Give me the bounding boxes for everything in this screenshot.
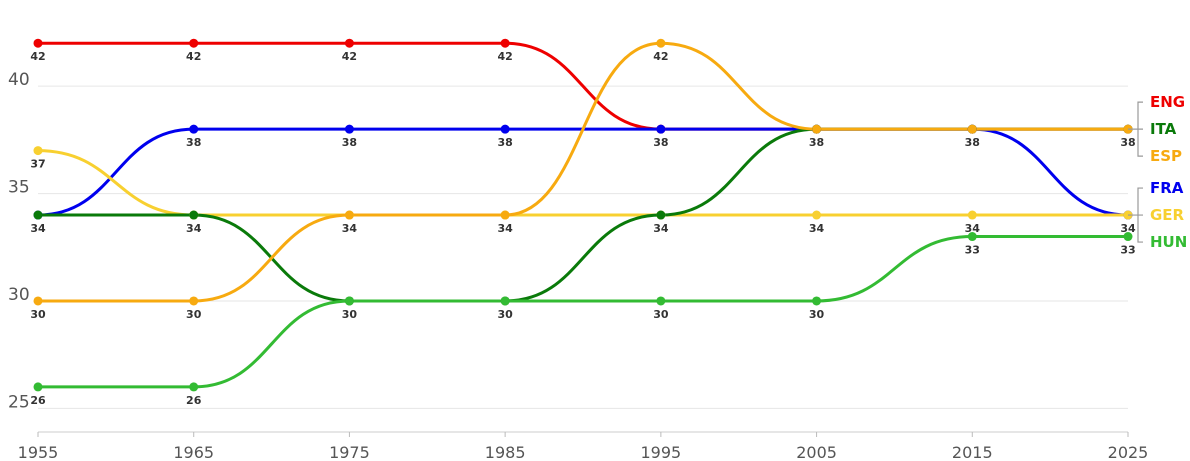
data-label-fra-1995: 38	[653, 136, 668, 149]
data-label-ita-1955: 34	[30, 222, 46, 235]
point-eng-1955	[33, 38, 43, 48]
point-esp-2005	[812, 124, 822, 134]
data-label-hun-1985: 30	[497, 308, 513, 321]
point-hun-1955	[33, 382, 43, 392]
point-esp-1995	[656, 38, 666, 48]
data-label-esp-2025: 38	[1120, 136, 1135, 149]
data-label-hun-2015: 33	[965, 244, 980, 257]
point-esp-1955	[33, 296, 43, 306]
point-hun-2005	[812, 296, 822, 306]
point-esp-1965	[189, 296, 199, 306]
x-tick-label-1995: 1995	[640, 443, 681, 461]
point-ita-1995	[656, 210, 666, 220]
data-label-hun-2005: 30	[809, 308, 825, 321]
data-label-eng-1985: 42	[497, 50, 512, 63]
data-label-eng-1965: 42	[186, 50, 201, 63]
point-fra-1985	[500, 124, 510, 134]
x-axis: 1955 1965 1975 1985 1995 2005 2015 2025	[18, 431, 1149, 461]
data-label-fra-1965: 38	[186, 136, 201, 149]
legend: ENG ITA ESP FRA GER HUN	[1128, 93, 1187, 251]
point-fra-1965	[189, 124, 199, 134]
legend-bracket-0	[1128, 101, 1143, 157]
data-label-ita-1995: 34	[653, 222, 669, 235]
data-label-hun-1975: 30	[342, 308, 358, 321]
x-tick-label-2025: 2025	[1108, 443, 1149, 461]
data-label-eng-1975: 42	[342, 50, 357, 63]
legend-label-hun: HUN	[1150, 233, 1187, 251]
y-tick-label-40: 40	[8, 70, 30, 90]
data-label-ger-1955: 37	[30, 158, 45, 171]
data-label-ger-2015: 34	[965, 222, 981, 235]
point-ita-1955	[33, 210, 43, 220]
legend-bracket-1	[1128, 187, 1143, 243]
legend-label-ita: ITA	[1150, 120, 1177, 138]
point-hun-1965	[189, 382, 199, 392]
point-eng-1985	[500, 38, 510, 48]
x-tick-label-1975: 1975	[329, 443, 370, 461]
y-tick-label-25: 25	[8, 392, 30, 412]
point-eng-1965	[189, 38, 199, 48]
series-lines	[36, 41, 1130, 389]
point-esp-2015	[967, 124, 977, 134]
series-line-hun	[36, 235, 1130, 389]
x-tick-label-1965: 1965	[173, 443, 214, 461]
data-label-esp-1985: 34	[497, 222, 513, 235]
data-label-hun-1965: 26	[186, 394, 202, 407]
y-tick-label-35: 35	[8, 178, 30, 198]
data-label-esp-2005: 38	[809, 136, 824, 149]
data-label-ita-1965: 34	[186, 222, 202, 235]
data-label-esp-1975: 34	[342, 222, 358, 235]
data-label-esp-1995: 42	[653, 50, 668, 63]
data-label-esp-2015: 38	[965, 136, 980, 149]
series-line-esp	[36, 41, 1130, 303]
x-tick-label-2005: 2005	[796, 443, 837, 461]
point-hun-1985	[500, 296, 510, 306]
data-label-hun-2025: 33	[1120, 244, 1135, 257]
legend-label-eng: ENG	[1150, 93, 1185, 111]
data-label-esp-1955: 30	[30, 308, 46, 321]
data-label-esp-1965: 30	[186, 308, 202, 321]
point-ger-1955	[33, 146, 43, 156]
series-line-ger	[36, 149, 1130, 217]
point-fra-1975	[344, 124, 354, 134]
data-label-ger-2025: 34	[1120, 222, 1136, 235]
legend-label-esp: ESP	[1150, 147, 1182, 165]
x-tick-label-1955: 1955	[18, 443, 59, 461]
data-label-fra-1975: 38	[342, 136, 357, 149]
data-label-hun-1995: 30	[653, 308, 669, 321]
legend-label-ger: GER	[1150, 206, 1185, 224]
point-ger-2005	[812, 210, 822, 220]
point-esp-1975	[344, 210, 354, 220]
point-eng-1975	[344, 38, 354, 48]
data-label-fra-1985: 38	[497, 136, 512, 149]
point-hun-2015	[967, 232, 977, 242]
data-label-hun-1955: 26	[30, 394, 46, 407]
y-tick-label-30: 30	[8, 285, 30, 305]
y-axis: 25 30 35 40	[8, 70, 30, 412]
legend-label-fra: FRA	[1150, 179, 1184, 197]
x-tick-label-1985: 1985	[485, 443, 526, 461]
point-ger-2015	[967, 210, 977, 220]
point-hun-2025	[1123, 232, 1133, 242]
data-label-eng-1955: 42	[30, 50, 45, 63]
data-labels: 42 42 42 42 38 38 38 38 37 34 34 34 34 34 34 26 26 30 30 30…	[30, 50, 1136, 407]
point-hun-1975	[344, 296, 354, 306]
point-fra-1995	[656, 124, 666, 134]
point-hun-1995	[656, 296, 666, 306]
data-label-ger-2005: 34	[809, 222, 825, 235]
point-esp-1985	[500, 210, 510, 220]
point-ita-1965	[189, 210, 199, 220]
x-tick-label-2015: 2015	[952, 443, 993, 461]
series-points	[33, 38, 1133, 392]
